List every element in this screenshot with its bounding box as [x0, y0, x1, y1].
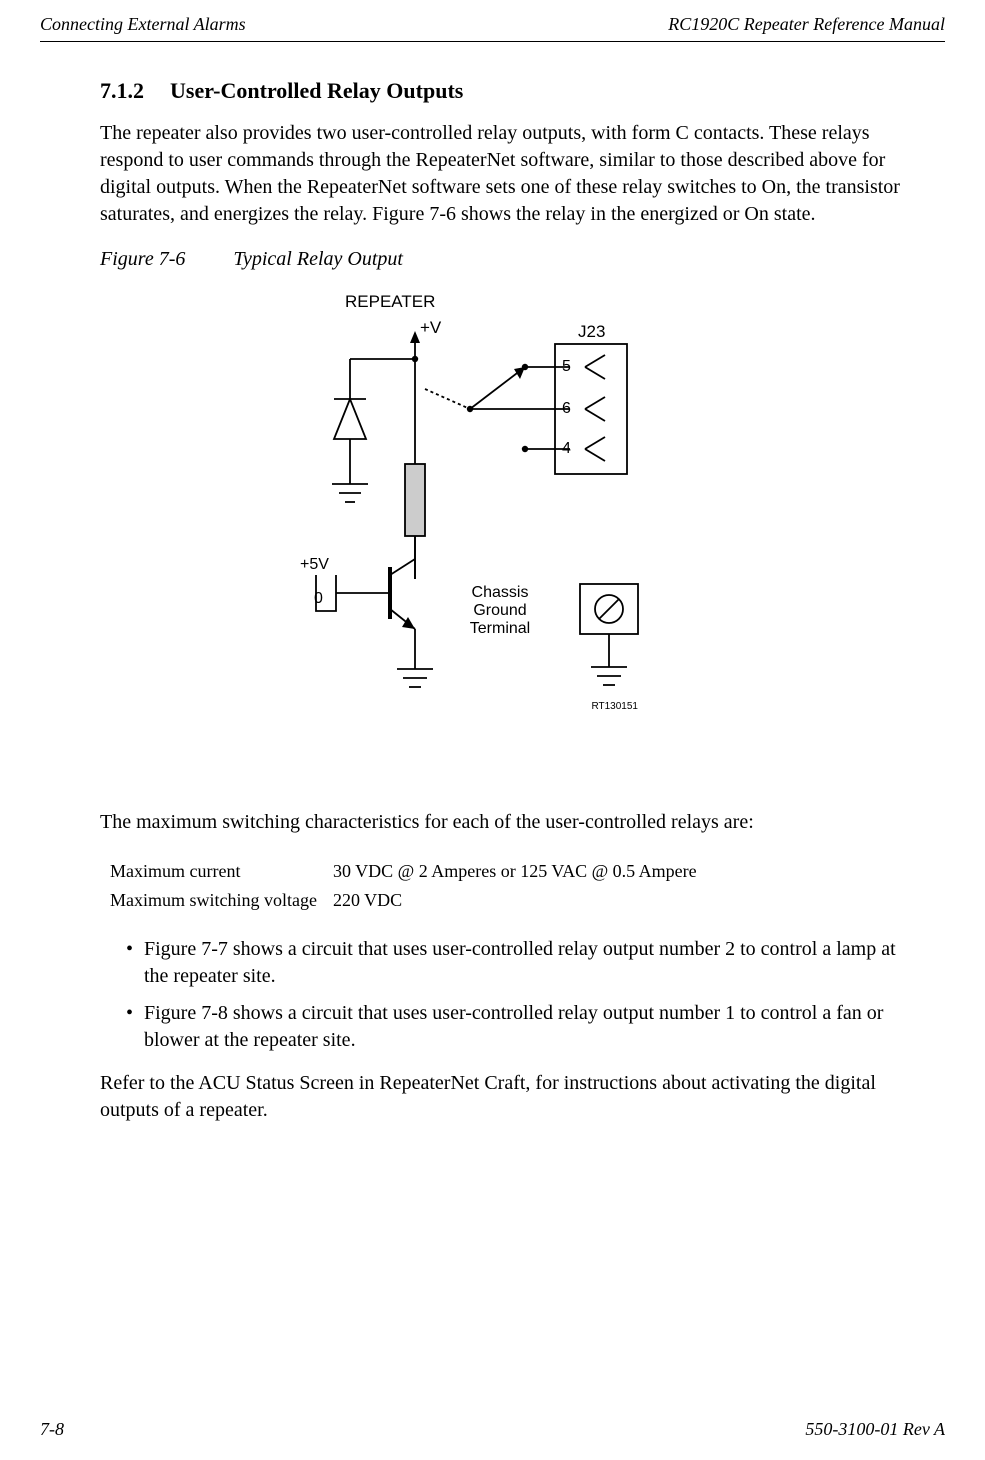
spec-value: 220 VDC [333, 887, 711, 914]
spec-label: Maximum current [110, 858, 331, 885]
label-plus5v: +5V [300, 556, 329, 573]
running-header: Connecting External Alarms RC1920C Repea… [40, 14, 945, 42]
header-left: Connecting External Alarms [40, 14, 246, 35]
figure-caption: Figure 7-6 Typical Relay Output [100, 248, 920, 271]
specs-table: Maximum current 30 VDC @ 2 Amperes or 12… [108, 856, 713, 916]
label-chassis-line2: Ground [473, 602, 526, 619]
spec-label: Maximum switching voltage [110, 887, 331, 914]
paragraph-refer: Refer to the ACU Status Screen in Repeat… [100, 1070, 920, 1124]
section-number: 7.1.2 [100, 78, 144, 104]
paragraph-intro: The repeater also provides two user-cont… [100, 120, 920, 228]
figure-number: Figure 7-6 [100, 248, 185, 271]
table-row: Maximum current 30 VDC @ 2 Amperes or 12… [110, 858, 711, 885]
relay-schematic: REPEATER +V [290, 289, 730, 759]
spec-value: 30 VDC @ 2 Amperes or 125 VAC @ 0.5 Ampe… [333, 858, 711, 885]
content-area: 7.1.2 User-Controlled Relay Outputs The r… [40, 42, 920, 1124]
label-plus-v: +V [420, 318, 442, 337]
label-repeater: REPEATER [345, 292, 435, 311]
label-partnum: RT130151 [591, 701, 638, 712]
label-zero: 0 [314, 590, 323, 607]
page: Connecting External Alarms RC1920C Repea… [0, 0, 985, 1460]
label-pin4: 4 [562, 440, 571, 457]
section-title: User-Controlled Relay Outputs [170, 78, 463, 103]
header-right: RC1920C Repeater Reference Manual [668, 14, 945, 35]
list-item: Figure 7-8 shows a circuit that uses use… [126, 1000, 920, 1054]
footer-left: 7-8 [40, 1419, 64, 1440]
label-chassis-line3: Terminal [470, 620, 530, 637]
footer-right: 550-3100-01 Rev A [805, 1419, 945, 1440]
section-heading: 7.1.2 User-Controlled Relay Outputs [100, 78, 920, 104]
table-row: Maximum switching voltage 220 VDC [110, 887, 711, 914]
paragraph-specs-intro: The maximum switching characteristics fo… [100, 809, 920, 836]
list-item: Figure 7-7 shows a circuit that uses use… [126, 936, 920, 990]
label-pin6: 6 [562, 400, 571, 417]
figure-wrap: REPEATER +V [100, 289, 920, 759]
running-footer: 7-8 550-3100-01 Rev A [40, 1419, 945, 1440]
label-j23: J23 [578, 322, 605, 341]
figure-title: Typical Relay Output [233, 248, 403, 270]
bullet-list: Figure 7-7 shows a circuit that uses use… [100, 936, 920, 1054]
label-chassis-line1: Chassis [472, 584, 529, 601]
label-pin5: 5 [562, 358, 571, 375]
